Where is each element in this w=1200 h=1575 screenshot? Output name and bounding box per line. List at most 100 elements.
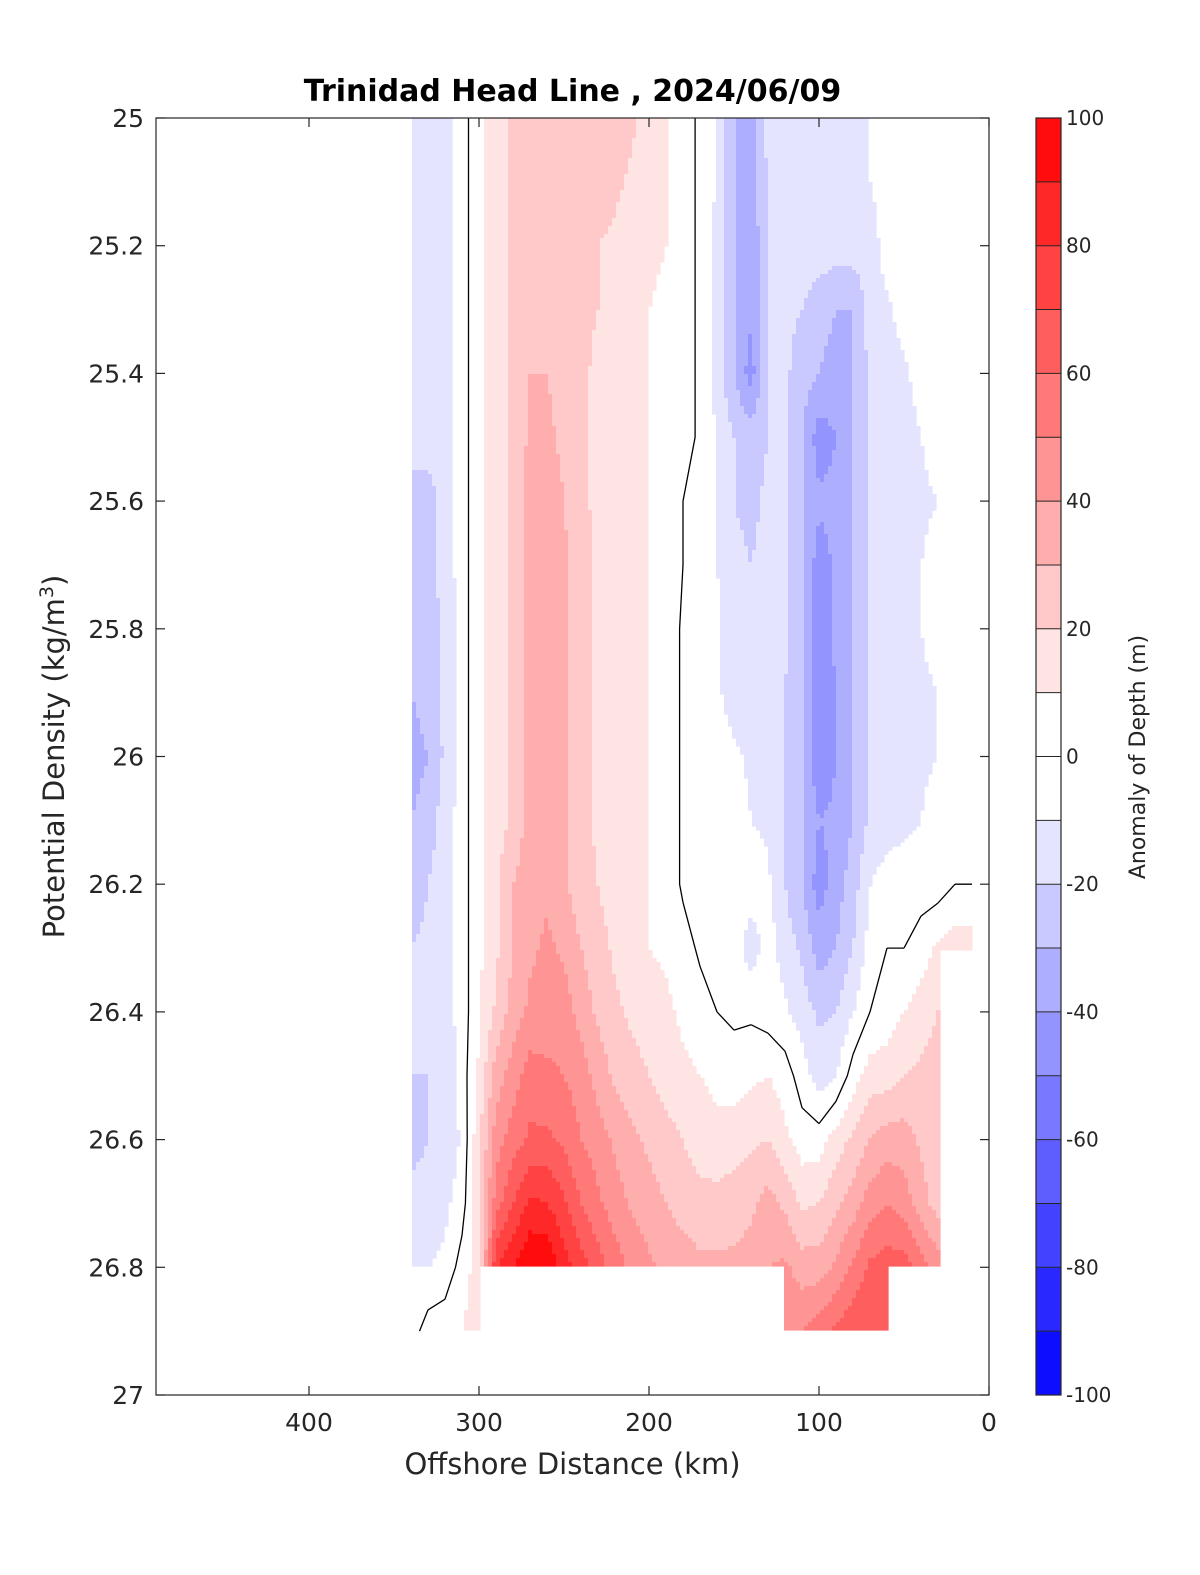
contour-fill-cell bbox=[748, 1226, 793, 1231]
contour-fill-cell bbox=[664, 1106, 781, 1111]
contour-fill-cell bbox=[476, 1074, 485, 1079]
contour-fill-cell bbox=[524, 626, 569, 631]
contour-fill-cell bbox=[860, 1118, 901, 1123]
contour-fill-cell bbox=[508, 214, 617, 219]
contour-fill-cell bbox=[812, 770, 837, 775]
contour-fill-cell bbox=[828, 1178, 853, 1183]
contour-fill-cell bbox=[768, 202, 877, 207]
contour-fill-cell bbox=[828, 874, 845, 879]
contour-fill-cell bbox=[484, 130, 509, 135]
contour-fill-cell bbox=[724, 702, 785, 707]
contour-fill-cell bbox=[508, 714, 525, 719]
contour-fill-cell bbox=[568, 758, 593, 763]
contour-fill-cell bbox=[844, 986, 861, 991]
contour-fill-cell bbox=[804, 802, 817, 807]
contour-fill-cell bbox=[824, 838, 849, 843]
contour-fill-cell bbox=[484, 202, 509, 207]
contour-fill-cell bbox=[556, 430, 589, 435]
contour-fill-cell bbox=[588, 434, 649, 439]
contour-fill-cell bbox=[480, 1258, 485, 1263]
contour-fill-cell bbox=[756, 134, 765, 139]
contour-fill-cell bbox=[520, 1078, 565, 1083]
contour-fill-cell bbox=[484, 802, 509, 807]
contour-fill-cell bbox=[780, 978, 805, 983]
contour-fill-cell bbox=[484, 1106, 489, 1111]
contour-fill-cell bbox=[716, 546, 749, 551]
contour-fill-cell bbox=[440, 738, 457, 743]
contour-fill-cell bbox=[428, 758, 441, 763]
contour-fill-cell bbox=[512, 938, 541, 943]
contour-fill-cell bbox=[716, 154, 725, 159]
contour-fill-cell bbox=[716, 562, 789, 567]
contour-fill-cell bbox=[484, 198, 509, 203]
contour-fill-cell bbox=[800, 958, 817, 963]
contour-fill-cell bbox=[592, 750, 649, 755]
contour-fill-cell bbox=[412, 538, 437, 543]
contour-fill-cell bbox=[868, 574, 921, 579]
contour-fill-cell bbox=[492, 1018, 505, 1023]
contour-fill-cell bbox=[836, 750, 853, 755]
contour-fill-cell bbox=[520, 842, 569, 847]
contour-fill-cell bbox=[812, 730, 837, 735]
contour-fill-cell bbox=[412, 1242, 441, 1247]
contour-fill-cell bbox=[840, 1206, 861, 1211]
contour-fill-cell bbox=[760, 298, 769, 303]
contour-fill-cell bbox=[412, 746, 425, 751]
contour-fill-cell bbox=[568, 662, 593, 667]
contour-fill-cell bbox=[864, 294, 889, 299]
contour-fill-cell bbox=[736, 458, 765, 463]
contour-fill-cell bbox=[588, 394, 649, 399]
contour-fill-cell bbox=[736, 218, 757, 223]
contour-fill-cell bbox=[492, 1202, 501, 1207]
contour-fill-cell bbox=[568, 570, 593, 575]
contour-fill-cell bbox=[592, 1086, 617, 1091]
contour-fill-cell bbox=[828, 538, 853, 543]
contour-fill-cell bbox=[736, 138, 757, 143]
contour-fill-cell bbox=[860, 1242, 917, 1247]
contour-fill-cell bbox=[432, 854, 453, 859]
contour-fill-cell bbox=[804, 710, 813, 715]
contour-fill-cell bbox=[412, 506, 437, 511]
contour-fill-cell bbox=[484, 1254, 489, 1259]
contour-fill-cell bbox=[884, 1162, 893, 1167]
contour-fill-cell bbox=[596, 1174, 621, 1179]
contour-fill-cell bbox=[412, 398, 453, 403]
contour-fill-cell bbox=[852, 654, 869, 659]
contour-fill-cell bbox=[468, 1278, 481, 1283]
contour-fill-cell bbox=[600, 1038, 637, 1043]
contour-fill-cell bbox=[724, 390, 741, 395]
contour-fill-cell bbox=[824, 966, 849, 971]
contour-fill-cell bbox=[508, 310, 597, 315]
contour-fill-cell bbox=[724, 306, 737, 311]
contour-fill-cell bbox=[784, 1314, 817, 1319]
contour-fill-cell bbox=[804, 882, 813, 887]
contour-fill-cell bbox=[412, 446, 453, 451]
contour-fill-cell bbox=[412, 730, 421, 735]
contour-fill-cell bbox=[440, 682, 457, 687]
contour-fill-cell bbox=[564, 970, 589, 975]
contour-fill-cell bbox=[484, 1194, 489, 1199]
contour-fill-cell bbox=[748, 918, 753, 923]
contour-fill-cell bbox=[412, 750, 429, 755]
contour-fill-cell bbox=[836, 434, 853, 439]
contour-fill-cell bbox=[528, 1134, 553, 1139]
contour-fill-cell bbox=[572, 1090, 597, 1095]
contour-fill-cell bbox=[508, 298, 601, 303]
contour-fill-cell bbox=[424, 1146, 457, 1151]
contour-fill-cell bbox=[484, 942, 501, 947]
contour-fill-cell bbox=[832, 558, 853, 563]
contour-fill-cell bbox=[924, 1046, 941, 1051]
contour-fill-cell bbox=[724, 338, 737, 343]
contour-fill-cell bbox=[524, 746, 569, 751]
contour-fill-cell bbox=[724, 214, 737, 219]
contour-fill-cell bbox=[868, 802, 925, 807]
contour-fill-cell bbox=[736, 118, 757, 123]
contour-fill-cell bbox=[744, 938, 761, 943]
contour-fill-cell bbox=[784, 1302, 829, 1307]
contour-fill-cell bbox=[488, 1246, 493, 1251]
contour-fill-cell bbox=[812, 678, 837, 683]
contour-fill-cell bbox=[788, 486, 805, 491]
contour-fill-cell bbox=[856, 1254, 877, 1259]
contour-fill-cell bbox=[592, 798, 649, 803]
contour-fill-cell bbox=[756, 162, 769, 167]
